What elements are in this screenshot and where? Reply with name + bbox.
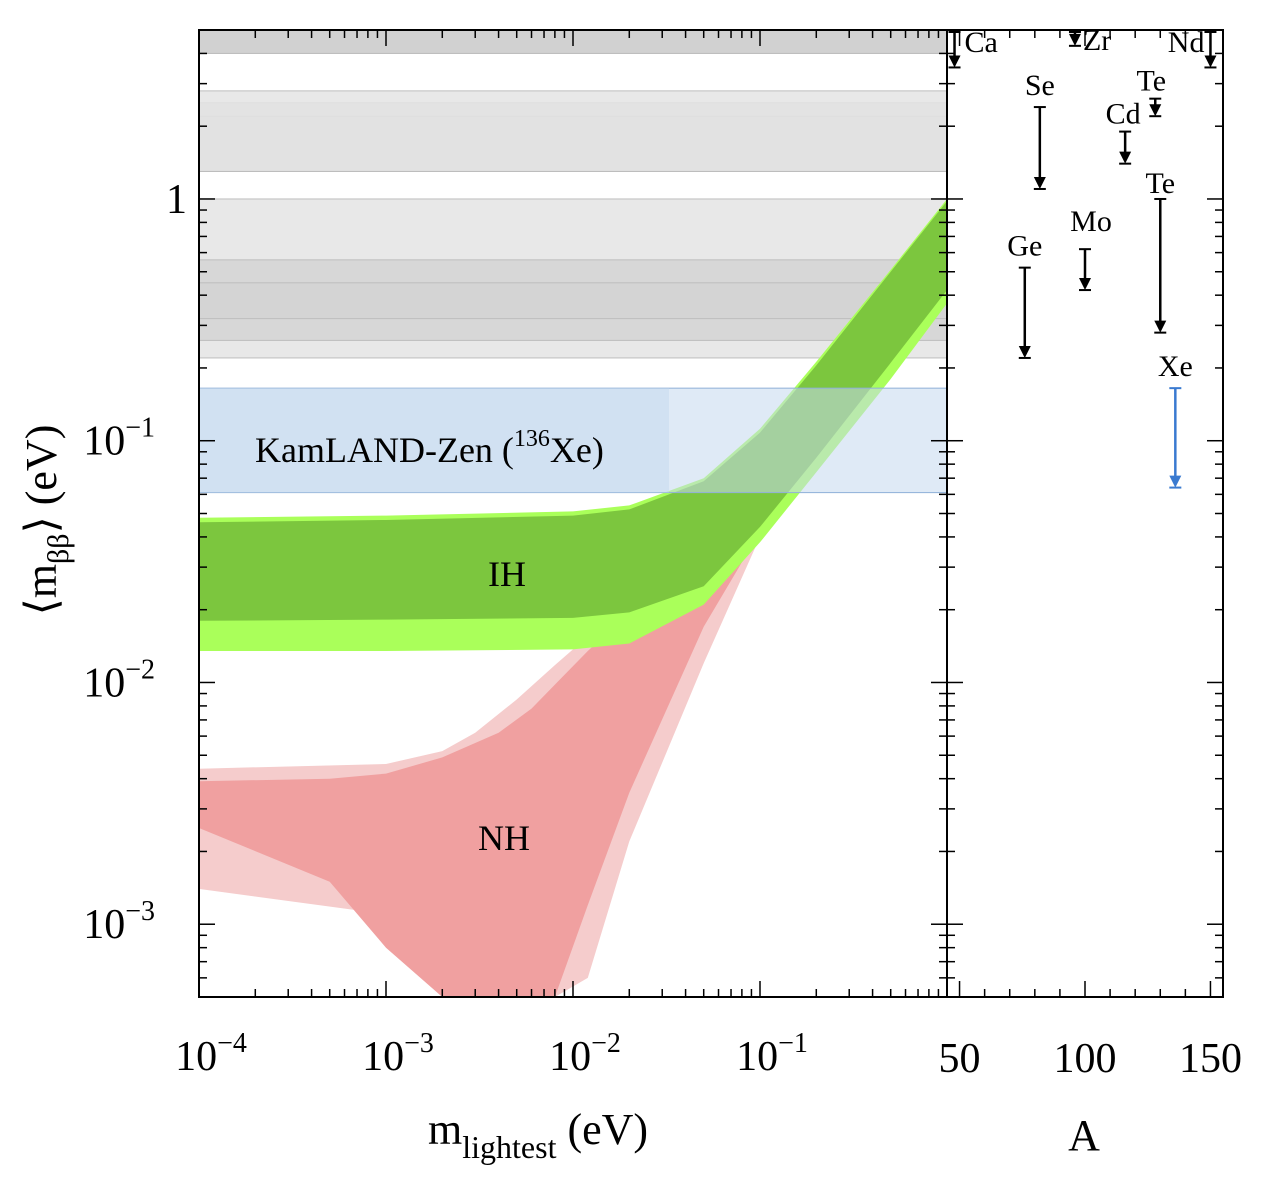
ih-label: IH — [488, 554, 526, 594]
a-tick-label: 50 — [939, 1036, 981, 1082]
gray-exclusion-band — [199, 282, 947, 320]
isotope-label: Zr — [1083, 24, 1111, 57]
left-plot-area — [199, 30, 947, 997]
limit-arrow-head — [1068, 33, 1081, 46]
nh-band-inner — [199, 202, 947, 997]
isotope-label: Nd — [1168, 26, 1205, 59]
limit-arrow-head — [1169, 475, 1182, 488]
isotope-label: Ge — [1007, 230, 1042, 263]
y-tick-label: 10−1 — [83, 413, 155, 465]
isotope-label: Te — [1145, 167, 1175, 200]
isotope-label: Cd — [1106, 98, 1141, 131]
a-tick-label: 150 — [1179, 1036, 1242, 1082]
band-labels: KamLAND-Zen (136Xe) IH NH — [255, 426, 604, 858]
limit-arrow-head — [1154, 320, 1167, 333]
x-axis-title: mlightest (eV) — [428, 1105, 648, 1165]
right-ticks — [947, 29, 1223, 998]
limit-arrow-head — [1018, 345, 1031, 358]
x-tick-label: 10−2 — [549, 1028, 621, 1080]
y-tick-label: 1 — [166, 177, 187, 223]
x-tick-label: 10−3 — [362, 1028, 434, 1080]
kamland-zen-band-fill — [199, 388, 669, 493]
x-tick-label: 10−4 — [175, 1028, 247, 1080]
limit-arrow-head — [1204, 55, 1217, 68]
right-plot-frame — [946, 29, 1224, 998]
ih-band-inner — [199, 201, 947, 621]
isotope-label: Te — [1136, 65, 1166, 98]
left-panel: KamLAND-Zen (136Xe) IH NH 10−4 10−3 10−2 10… — [17, 29, 948, 1165]
y-axis-title: ⟨mββ⟩ (eV) — [17, 425, 75, 616]
limit-arrow-head — [1149, 104, 1162, 117]
left-ticks — [198, 29, 948, 998]
nh-label: NH — [478, 818, 530, 858]
kamland-zen-label: KamLAND-Zen (136Xe) — [255, 426, 604, 470]
gray-exclusion-band — [199, 90, 947, 172]
isotope-label: Ca — [965, 26, 998, 59]
isotope-label: Xe — [1158, 350, 1193, 383]
y-tick-label: 10−3 — [83, 896, 155, 948]
left-tick-labels: 10−4 10−3 10−2 10−1 10−3 10−2 10−1 1 — [83, 177, 808, 1080]
limit-arrow-head — [1033, 176, 1046, 189]
limit-arrow-head — [1079, 278, 1091, 291]
limit-arrow-head — [1119, 151, 1132, 164]
y-tick-label: 10−2 — [83, 654, 155, 706]
right-tick-labels: 50 100 150 — [939, 1036, 1242, 1082]
a-axis-title: A — [1068, 1111, 1100, 1160]
limit-arrow-head — [948, 55, 961, 68]
isotope-label: Se — [1025, 69, 1055, 102]
x-tick-label: 10−1 — [736, 1028, 808, 1080]
isotope-label: Mo — [1070, 205, 1112, 238]
a-tick-label: 100 — [1054, 1036, 1117, 1082]
